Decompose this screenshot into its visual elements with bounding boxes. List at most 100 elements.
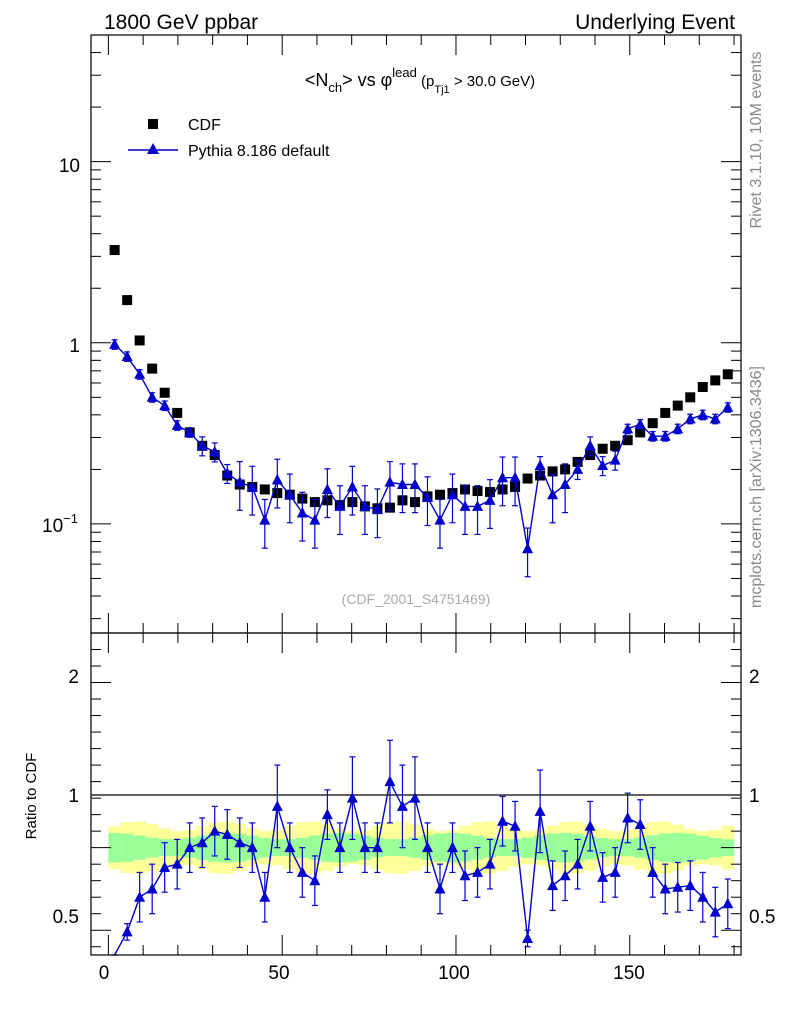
ratio-point [296, 866, 308, 877]
header-left: 1800 GeV ppbar [104, 11, 258, 34]
cdf-point [547, 466, 558, 477]
y-tick-label-0.1: 10−1 [42, 511, 78, 537]
ratio-uncertainty-band-inner [671, 832, 684, 863]
ratio-point [346, 792, 358, 803]
cdf-point [434, 489, 445, 500]
mc-point [622, 422, 634, 434]
mc-point [497, 471, 509, 483]
title-vs: > vs [342, 70, 381, 90]
ratio-point [384, 775, 396, 787]
title-phi-sup: lead [392, 65, 417, 80]
cdf-point [622, 435, 633, 446]
mc-point [371, 503, 383, 515]
ratio-uncertainty-band-inner [108, 832, 121, 863]
ratio-uncertainty-band-inner [709, 838, 722, 858]
ratio-point [421, 841, 433, 853]
y-tick-label-0.1-exp: −1 [63, 511, 78, 526]
mc-point [334, 500, 346, 511]
mc-point [722, 401, 734, 412]
mc-point [697, 408, 709, 420]
ratio-point [472, 866, 484, 877]
title-nch: <N [305, 70, 329, 90]
ratio-point [559, 869, 571, 881]
ratio-point [622, 811, 634, 823]
ratio-point [497, 815, 509, 826]
title-phi: φ [381, 70, 393, 90]
cdf-point [172, 407, 183, 418]
ratio-point [234, 836, 246, 848]
ratio-point [371, 841, 383, 853]
cdf-point [697, 382, 708, 393]
mc-point [146, 391, 158, 402]
ratio-uncertainty-band-inner [546, 833, 559, 862]
ratio-uncertainty-band-inner [558, 832, 572, 863]
ratio-y-tick-label-0.5-right: 0.5 [749, 907, 775, 928]
ratio-point [146, 882, 158, 894]
ratio-point [722, 897, 734, 909]
ratio-y-axis-label: Ratio to CDF [23, 753, 40, 840]
mc-point [584, 439, 596, 451]
title-cut: > 30.0 GeV) [450, 73, 535, 90]
header-right: Underlying Event [575, 11, 735, 34]
mc-point [709, 412, 721, 424]
ratio-point [284, 841, 296, 853]
ratio-uncertainty-band-inner [308, 835, 322, 860]
legend-cdf-marker [148, 119, 158, 129]
ratio-point [584, 820, 596, 831]
mc-point [346, 480, 358, 492]
ratio-point [534, 805, 546, 816]
ratio-y-tick-label-2-left: 2 [68, 667, 79, 688]
ratio-point [159, 861, 171, 872]
ratio-point [659, 882, 671, 894]
cdf-point [610, 440, 621, 451]
mc-point [459, 500, 471, 511]
ratio-point [647, 866, 659, 877]
ratio-ticks [91, 632, 741, 955]
y-tick-label-0.1-base: 10 [42, 516, 63, 537]
mc-point [647, 430, 659, 441]
mc-point [547, 488, 559, 500]
ratio-point [672, 881, 684, 892]
mc-point [159, 399, 171, 411]
mc-point [672, 422, 684, 434]
mc-point [246, 480, 258, 492]
ratio-point [709, 906, 721, 917]
cdf-point [660, 407, 671, 418]
ratio-uncertainty-band-inner [696, 835, 710, 860]
mc-point [134, 368, 146, 379]
mc-point [109, 338, 121, 349]
mc-point [559, 478, 571, 490]
ratio-panel: 2 1 0.5 2 1 0.5 Ratio to CDF 0 50 100 15… [23, 632, 775, 984]
ratio-uncertainty-band-inner [120, 833, 134, 862]
mc-point [634, 418, 646, 429]
legend-mc-label: Pythia 8.186 default [188, 143, 330, 160]
ratio-point [409, 792, 421, 803]
ratio-point [609, 866, 621, 877]
mc-point [284, 488, 296, 500]
mc-point [659, 430, 671, 441]
mc-point [522, 542, 534, 554]
mc-point [534, 459, 546, 471]
ratio-point [684, 879, 696, 891]
ratio-point [184, 841, 196, 853]
ratio-point [359, 841, 371, 853]
ratio-y-tick-label-1-right: 1 [749, 786, 760, 807]
ratio-uncertainty-band-inner [621, 839, 634, 857]
mc-point [196, 439, 208, 451]
ratio-frame [90, 632, 742, 956]
ratio-point [509, 820, 521, 831]
cdf-point [122, 295, 133, 306]
ratio-point [396, 800, 408, 811]
mc-point [171, 419, 183, 430]
ratio-uncertainty-band-inner [496, 839, 509, 857]
ratio-point [434, 882, 446, 894]
mc-point [271, 473, 283, 485]
cdf-point [710, 375, 721, 386]
mc-point [434, 514, 446, 525]
cdf-point [685, 392, 696, 403]
ratio-point [134, 891, 146, 902]
ratio-point [209, 825, 221, 836]
ratio-uncertainty-band-inner [458, 833, 472, 862]
ratio-point [321, 808, 333, 820]
